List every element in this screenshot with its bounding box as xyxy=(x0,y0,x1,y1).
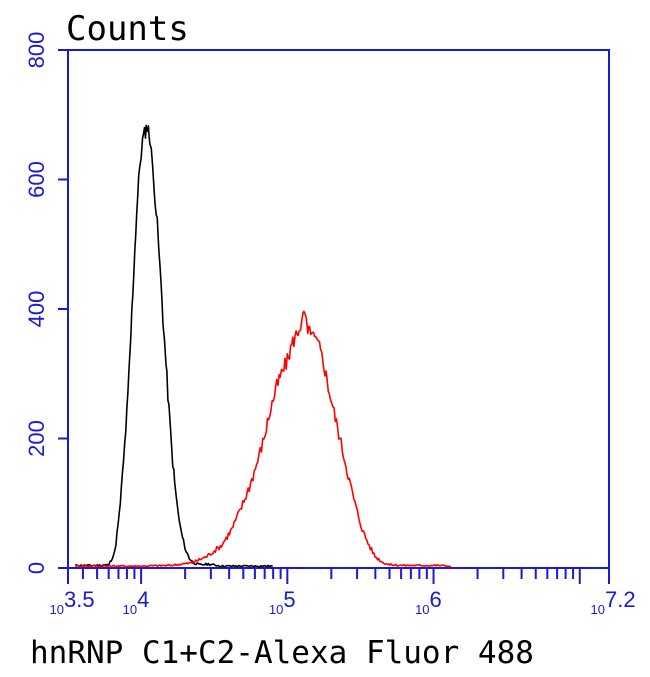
y-tick-label: 600 xyxy=(24,161,49,198)
x-tick-base: 10 xyxy=(50,602,64,617)
x-tick-exponent: 7.2 xyxy=(605,587,636,612)
x-tick-base: 10 xyxy=(123,602,137,617)
x-tick-label: 10 3.5 xyxy=(50,587,95,617)
y-tick-label: 400 xyxy=(24,291,49,328)
x-tick-base: 10 xyxy=(591,602,605,617)
x-tick-label: 10 7.2 xyxy=(591,587,636,617)
x-axis-label: hnRNP C1+C2-Alexa Fluor 488 xyxy=(30,635,534,671)
chart-title: Counts xyxy=(66,9,189,49)
y-tick-label: 0 xyxy=(24,562,49,574)
x-tick-exponent: 6 xyxy=(430,587,442,612)
x-tick-exponent: 4 xyxy=(137,587,149,612)
y-tick-label: 800 xyxy=(24,32,49,69)
x-tick-label: 10 4 xyxy=(123,587,150,617)
x-tick-exponent: 5 xyxy=(283,587,295,612)
y-axis: 0 200 400 600 800 xyxy=(24,32,68,574)
x-axis: 10 3.5 10 4 10 5 10 6 10 7.2 xyxy=(50,568,636,617)
y-tick-label: 200 xyxy=(24,420,49,457)
series-layer xyxy=(74,124,452,568)
x-tick-exponent: 3.5 xyxy=(64,587,95,612)
x-tick-label: 10 6 xyxy=(415,587,442,617)
x-tick-label: 10 5 xyxy=(269,587,296,617)
series-line-red xyxy=(74,310,452,568)
x-tick-base: 10 xyxy=(269,602,283,617)
x-tick-base: 10 xyxy=(415,602,429,617)
